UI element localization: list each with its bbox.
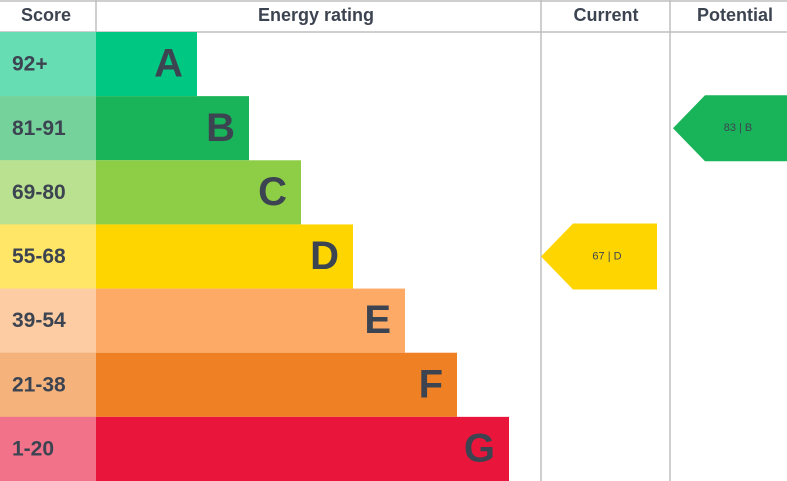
score-cell: [0, 352, 96, 417]
rating-bar: [96, 288, 405, 353]
header: Potential: [697, 5, 773, 25]
score-cell: [0, 416, 96, 481]
rating-letter: D: [310, 234, 339, 278]
score-tint: [0, 352, 96, 417]
score-cell: [0, 160, 96, 225]
header: Score: [21, 5, 71, 25]
score-tint: [0, 160, 96, 225]
score-cell: [0, 224, 96, 289]
score: 69-80: [12, 181, 66, 204]
score: 81-91: [12, 117, 66, 140]
current-arrow: [541, 223, 657, 290]
score: 39-54: [12, 309, 66, 332]
potential-arrow: [673, 95, 787, 162]
score-tint: [0, 32, 96, 97]
score: 92+: [12, 53, 48, 76]
rating-letter: C: [258, 170, 287, 214]
score-tint: [0, 416, 96, 481]
score-cell: [0, 96, 96, 161]
score-tint: [0, 224, 96, 289]
rating-bar: [96, 352, 457, 417]
potential-label: 83 | B: [724, 122, 753, 134]
rating-bar: [96, 160, 301, 225]
current-label: 67 | D: [592, 250, 621, 262]
score-tint: [0, 288, 96, 353]
header: Current: [573, 5, 638, 25]
score-cell: [0, 288, 96, 353]
rating-bar: [96, 32, 197, 97]
score: 1-20: [12, 437, 54, 460]
rating-letter: B: [206, 106, 235, 150]
rating-letter: G: [464, 426, 495, 470]
score-tint: [0, 96, 96, 161]
score-cell: [0, 32, 96, 97]
rating-bar: [96, 416, 509, 481]
rating-letter: E: [364, 298, 391, 342]
rating-letter: F: [419, 362, 443, 406]
rating-bar: [96, 96, 249, 161]
rating-letter: A: [154, 42, 183, 86]
score: 55-68: [12, 245, 66, 268]
score: 21-38: [12, 373, 66, 396]
header: Energy rating: [258, 5, 374, 25]
rating-bar: [96, 224, 353, 289]
